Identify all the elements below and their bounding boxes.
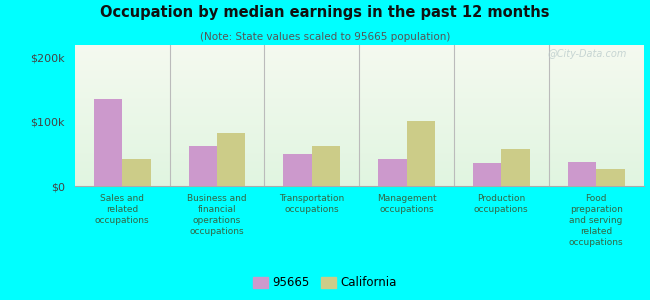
Bar: [94, 100, 122, 186]
Bar: [217, 133, 245, 186]
Bar: [406, 121, 435, 186]
Bar: [312, 146, 340, 186]
Bar: [473, 163, 501, 186]
Bar: [596, 169, 625, 186]
Bar: [378, 159, 406, 186]
Text: (Note: State values scaled to 95665 population): (Note: State values scaled to 95665 popu…: [200, 32, 450, 41]
Bar: [283, 154, 312, 186]
Bar: [122, 159, 151, 186]
Text: Occupation by median earnings in the past 12 months: Occupation by median earnings in the pas…: [100, 4, 550, 20]
Bar: [188, 146, 217, 186]
Bar: [567, 162, 596, 186]
Bar: [501, 149, 530, 186]
Legend: 95665, California: 95665, California: [249, 272, 401, 294]
Text: @City-Data.com: @City-Data.com: [547, 49, 627, 59]
